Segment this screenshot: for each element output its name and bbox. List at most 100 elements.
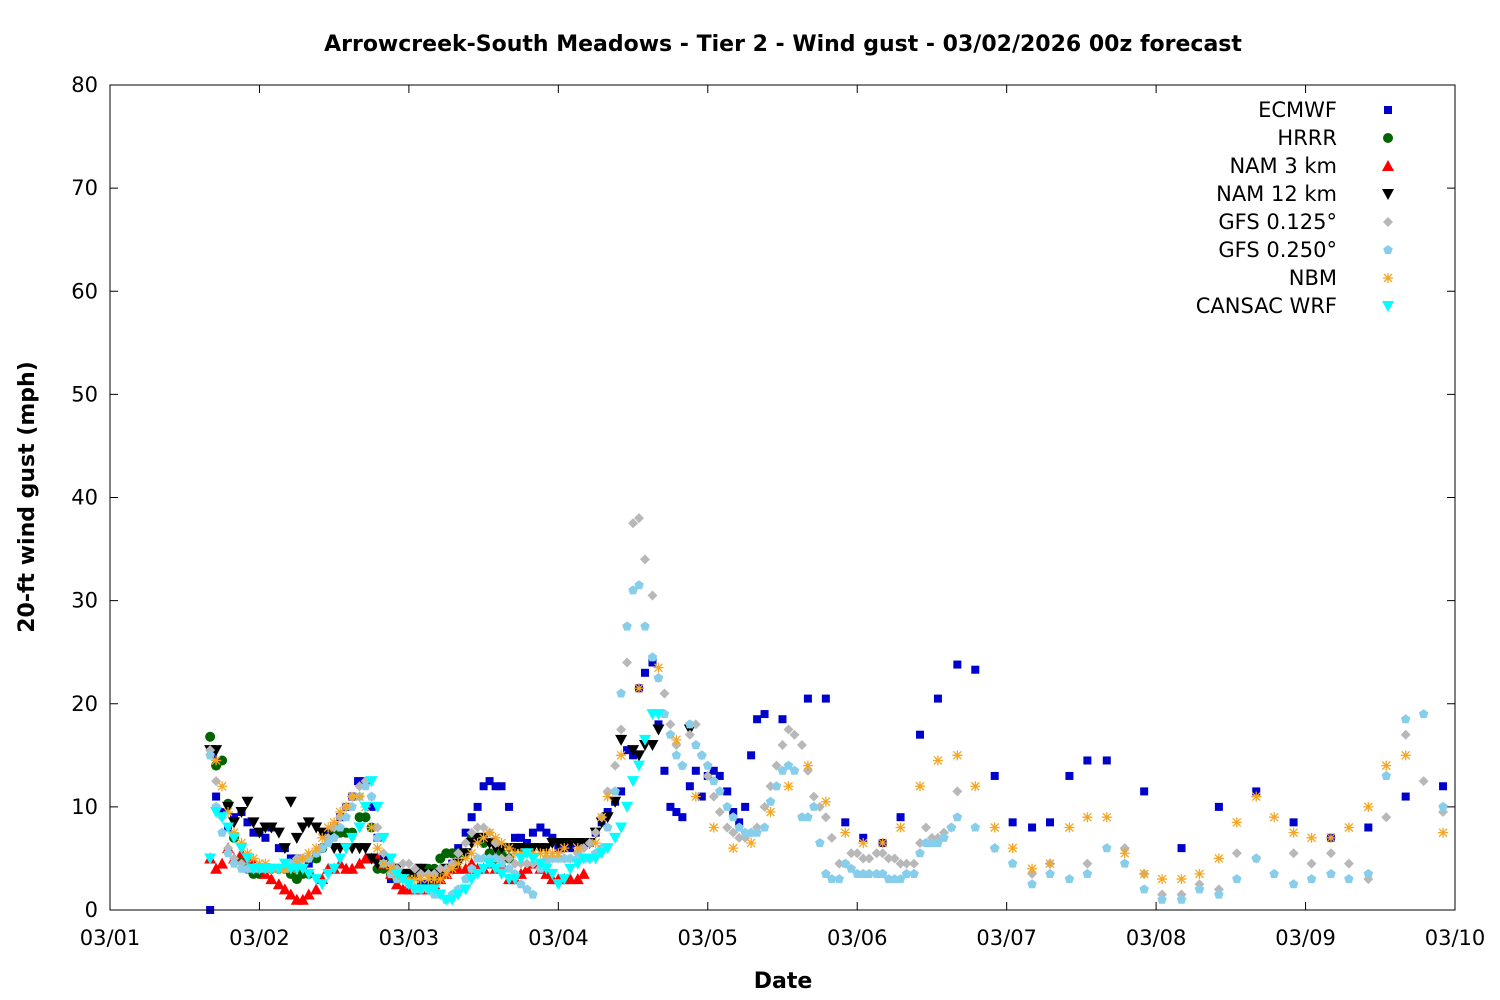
data-point bbox=[609, 797, 621, 808]
data-point bbox=[467, 848, 477, 858]
data-point bbox=[821, 812, 831, 822]
data-point bbox=[1065, 772, 1073, 780]
data-point bbox=[346, 833, 358, 844]
data-point bbox=[647, 590, 657, 600]
data-point bbox=[1307, 859, 1317, 869]
y-tick-label: 30 bbox=[71, 589, 98, 613]
legend-entry: GFS 0.125° bbox=[1218, 210, 1393, 234]
data-point bbox=[1008, 859, 1018, 868]
data-point bbox=[616, 725, 626, 735]
data-point bbox=[1045, 859, 1055, 869]
data-point bbox=[916, 731, 924, 739]
data-point bbox=[672, 750, 682, 759]
data-point bbox=[915, 848, 925, 857]
data-point bbox=[665, 719, 675, 729]
data-point bbox=[804, 695, 812, 703]
x-tick-label: 03/08 bbox=[1126, 926, 1187, 950]
y-tick-label: 60 bbox=[71, 279, 98, 303]
legend-marker bbox=[1383, 217, 1393, 227]
data-point bbox=[634, 580, 644, 589]
data-point bbox=[529, 829, 537, 837]
data-point bbox=[1363, 802, 1373, 812]
data-point bbox=[468, 813, 476, 821]
data-point bbox=[597, 812, 607, 822]
legend-marker bbox=[1383, 245, 1393, 254]
x-tick-label: 03/07 bbox=[976, 926, 1037, 950]
data-point bbox=[971, 666, 979, 674]
legend-marker bbox=[1382, 189, 1394, 200]
legend-entry: ECMWF bbox=[1258, 98, 1392, 122]
series-gfs-0-125- bbox=[205, 513, 1448, 899]
data-point bbox=[691, 740, 701, 749]
data-point bbox=[1289, 828, 1299, 838]
data-point bbox=[1102, 812, 1112, 822]
data-point bbox=[1064, 823, 1074, 833]
data-point bbox=[934, 695, 942, 703]
data-point bbox=[864, 853, 874, 863]
data-point bbox=[821, 797, 831, 807]
data-point bbox=[1344, 874, 1354, 883]
data-point bbox=[378, 859, 388, 869]
data-point bbox=[334, 853, 346, 864]
data-point bbox=[1232, 874, 1242, 883]
x-tick-label: 03/02 bbox=[229, 926, 290, 950]
data-point bbox=[1139, 869, 1149, 879]
data-point bbox=[685, 719, 695, 728]
data-point bbox=[1252, 853, 1262, 862]
data-point bbox=[1232, 817, 1242, 827]
data-point bbox=[671, 735, 681, 745]
data-point bbox=[753, 715, 761, 723]
data-point bbox=[772, 781, 782, 790]
data-point bbox=[921, 823, 931, 833]
data-point bbox=[273, 828, 285, 839]
data-point bbox=[1419, 776, 1429, 786]
data-point bbox=[797, 740, 807, 750]
data-point bbox=[1307, 833, 1317, 843]
legend-label: HRRR bbox=[1277, 126, 1337, 150]
data-point bbox=[1103, 756, 1111, 764]
data-point bbox=[285, 797, 297, 808]
data-point bbox=[373, 843, 383, 853]
data-point bbox=[878, 838, 888, 848]
data-point bbox=[952, 786, 962, 796]
data-point bbox=[815, 838, 825, 847]
data-point bbox=[1326, 848, 1336, 858]
data-point bbox=[715, 786, 725, 795]
data-point bbox=[803, 761, 813, 771]
data-point bbox=[633, 761, 645, 772]
data-point bbox=[1269, 812, 1279, 822]
data-point bbox=[211, 755, 221, 765]
x-tick-label: 03/03 bbox=[379, 926, 440, 950]
data-point bbox=[1214, 853, 1224, 863]
y-tick-label: 10 bbox=[71, 795, 98, 819]
x-tick-label: 03/05 bbox=[678, 926, 739, 950]
legend-entry: CANSAC WRF bbox=[1196, 294, 1394, 318]
data-point bbox=[779, 715, 787, 723]
data-point bbox=[622, 621, 632, 630]
data-points bbox=[204, 513, 1448, 914]
data-point bbox=[991, 772, 999, 780]
y-tick-label: 70 bbox=[71, 176, 98, 200]
legend: ECMWFHRRRNAM 3 kmNAM 12 kmGFS 0.125°GFS … bbox=[1196, 98, 1394, 318]
data-point bbox=[747, 751, 755, 759]
x-tick-label: 03/10 bbox=[1425, 926, 1486, 950]
data-point bbox=[990, 843, 1000, 852]
data-point bbox=[648, 652, 658, 661]
data-point bbox=[1028, 824, 1036, 832]
data-point bbox=[1364, 824, 1372, 832]
data-point bbox=[615, 823, 627, 834]
data-point bbox=[827, 833, 837, 843]
data-point bbox=[1251, 792, 1261, 802]
data-point bbox=[1344, 859, 1354, 869]
data-point bbox=[1008, 843, 1018, 853]
data-point bbox=[646, 740, 658, 751]
data-point bbox=[697, 750, 707, 759]
data-point bbox=[621, 802, 633, 813]
data-point bbox=[341, 802, 351, 812]
data-point bbox=[692, 767, 700, 775]
data-point bbox=[809, 802, 819, 811]
legend-label: GFS 0.125° bbox=[1218, 210, 1337, 234]
data-point bbox=[578, 868, 590, 879]
data-point bbox=[760, 823, 770, 832]
legend-marker bbox=[1383, 273, 1393, 283]
